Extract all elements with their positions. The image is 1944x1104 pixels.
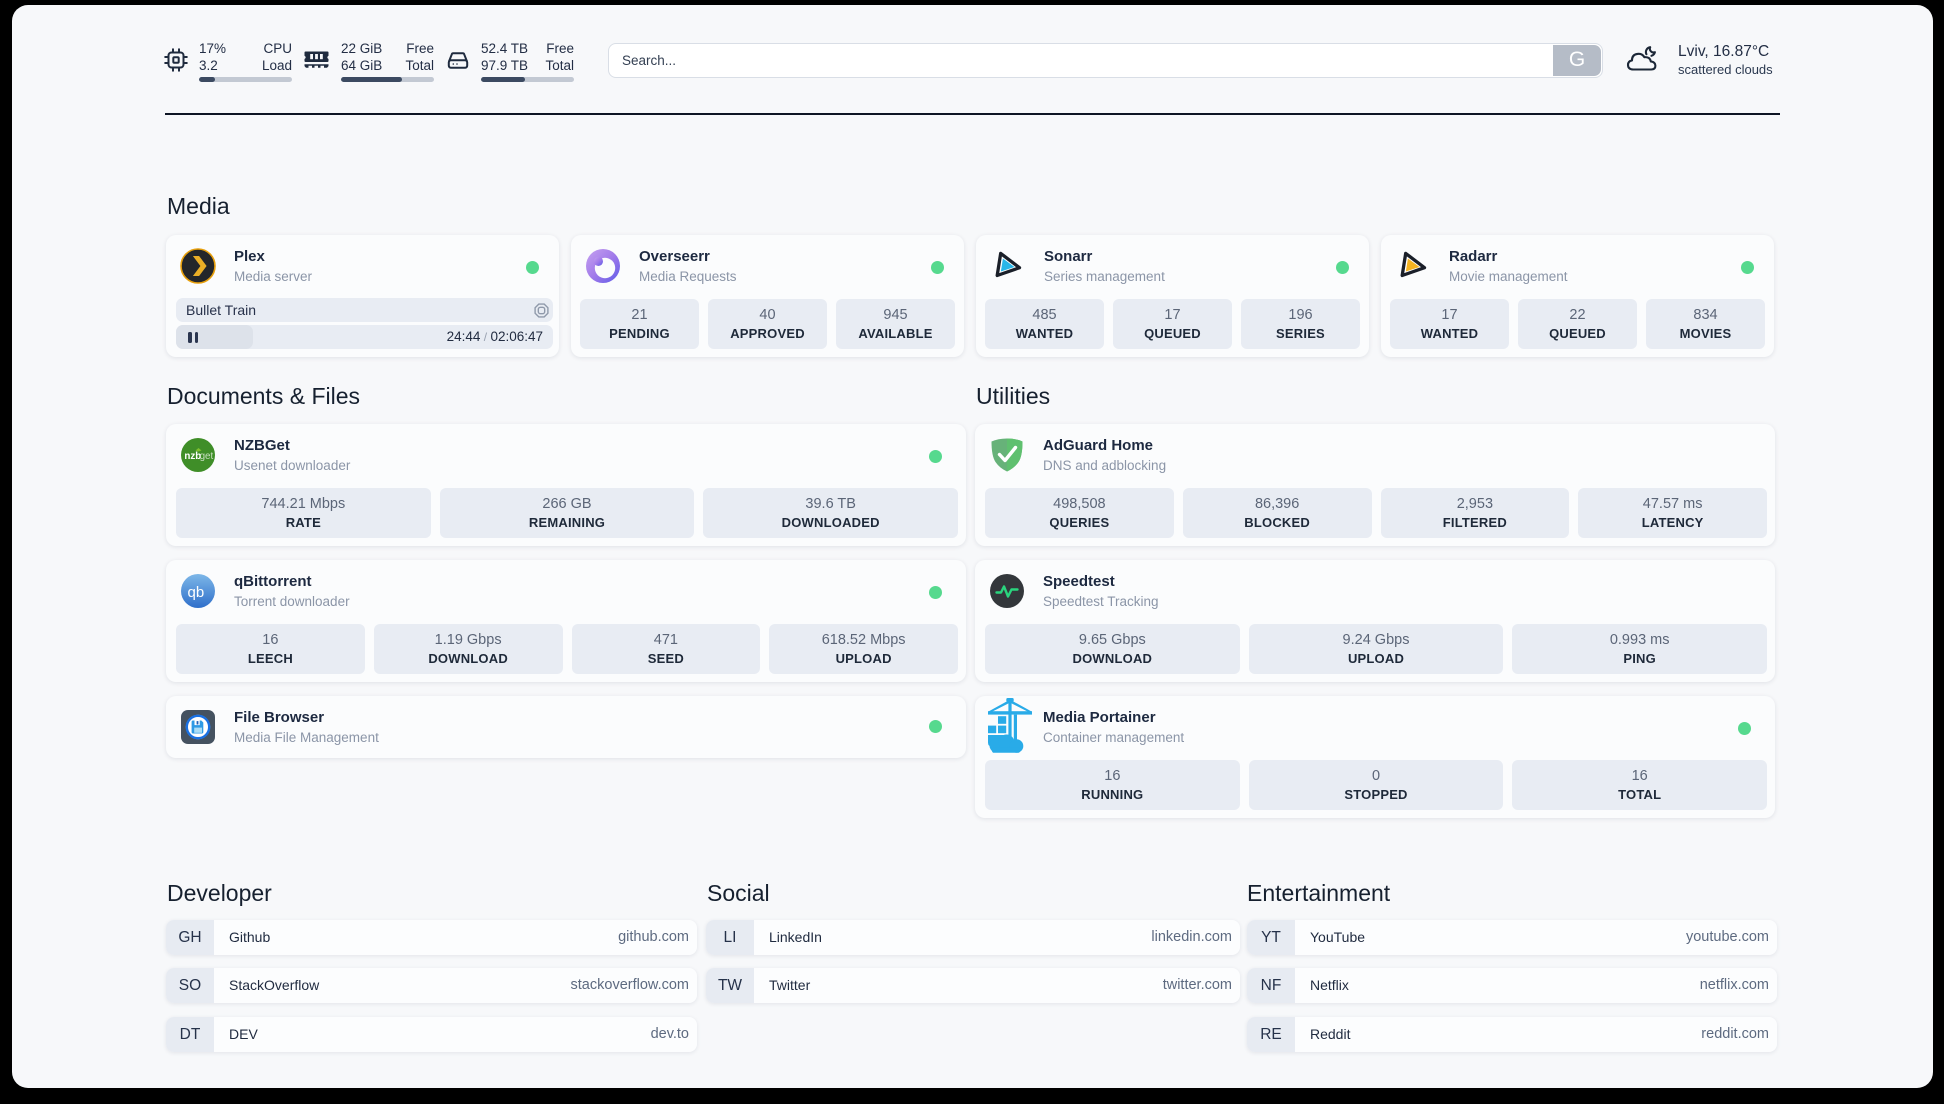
svg-text:get: get: [200, 451, 214, 462]
svg-text:qb: qb: [188, 584, 205, 601]
svg-text:nzb: nzb: [184, 451, 201, 462]
